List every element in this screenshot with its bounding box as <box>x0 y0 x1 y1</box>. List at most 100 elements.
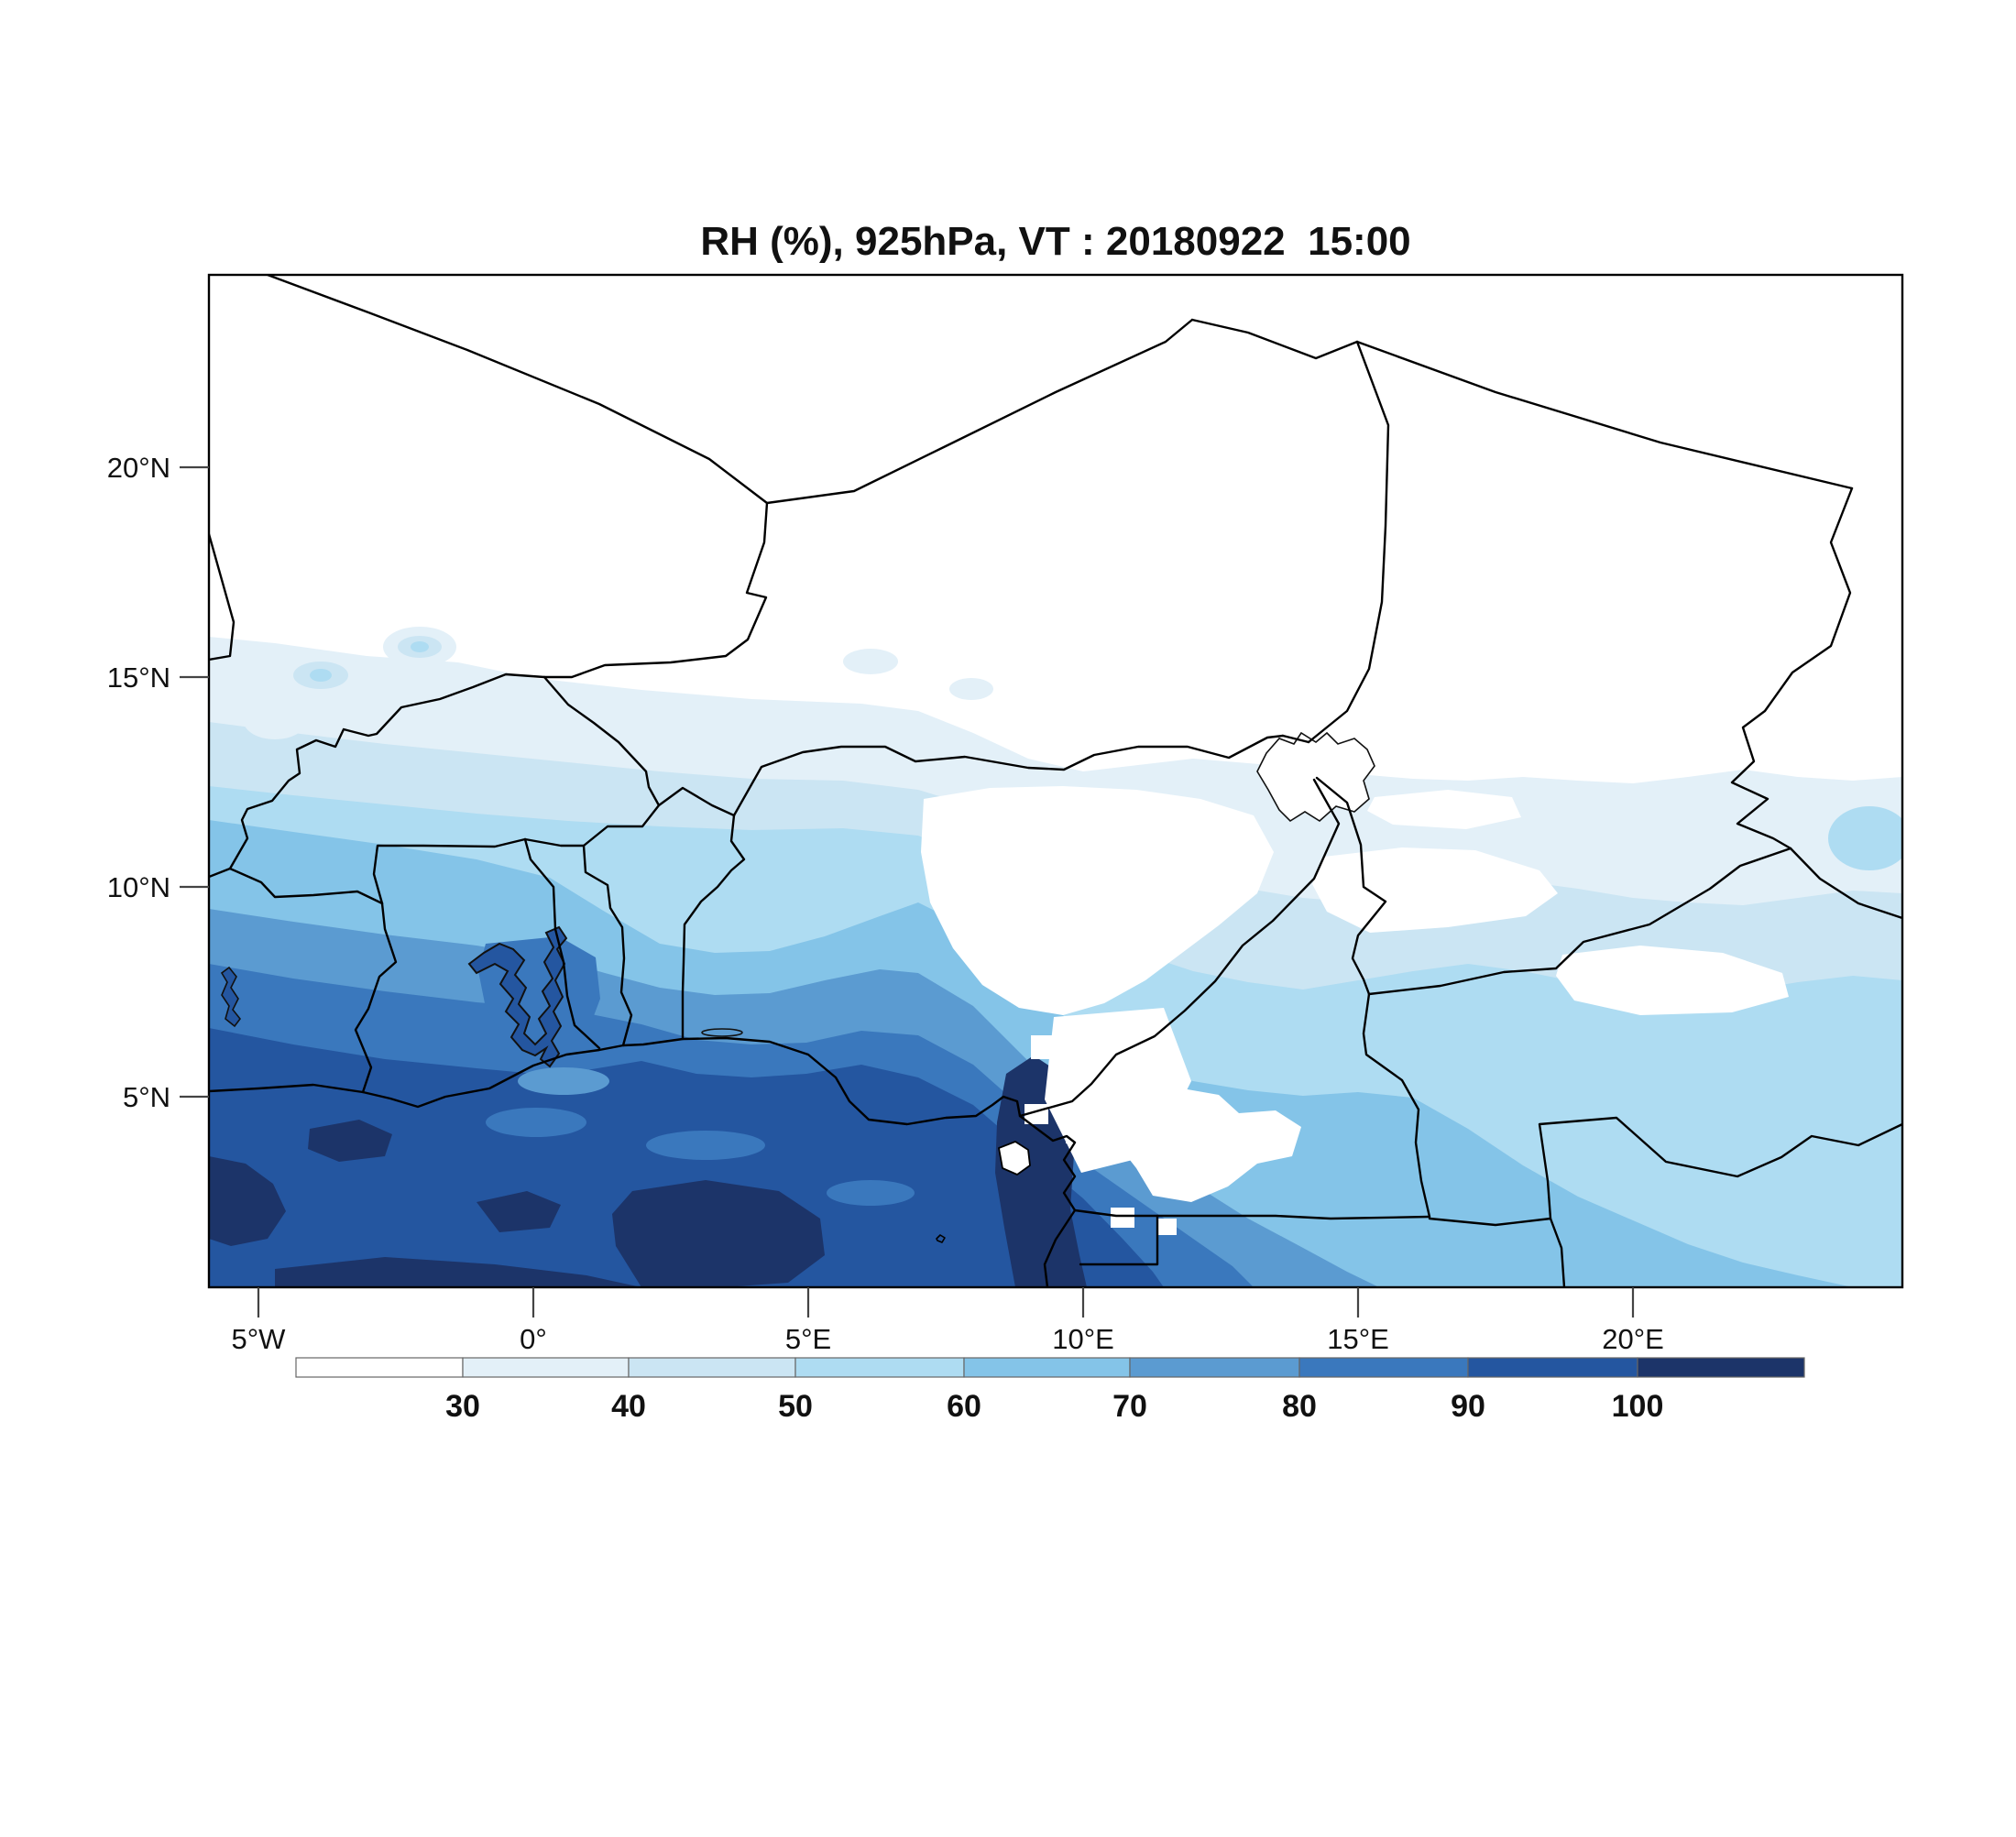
axis-ticks <box>180 465 1635 1318</box>
colorbar-label-90: 90 <box>1451 1389 1485 1424</box>
rh-east-edge-patch <box>1828 806 1902 870</box>
lakes <box>220 731 1375 1068</box>
rh-missing-cell <box>1031 1035 1058 1059</box>
border-nigeria-chad <box>1281 734 1310 744</box>
rh-band-over-100 <box>308 1120 392 1162</box>
colorbar-label-50: 50 <box>778 1389 813 1424</box>
rh-band-over-100 <box>209 1156 286 1246</box>
colorbar-cell <box>1298 1357 1469 1378</box>
rh-sahel-blob <box>411 641 429 652</box>
colorbar-label-100: 100 <box>1612 1389 1664 1424</box>
rh-dry-patch-white <box>1120 1088 1301 1202</box>
colorbar-cell <box>1129 1357 1300 1378</box>
border-niger-nigeria <box>732 734 1285 817</box>
x-axis-label-5w: 5°W <box>232 1323 287 1355</box>
country-borders <box>209 275 1902 1287</box>
border-car-sudan <box>1789 847 1902 920</box>
border-cameroon-south <box>1073 1208 1431 1220</box>
y-axis-label-20n: 20°N <box>107 452 170 484</box>
rh-sahel-blob <box>843 649 898 674</box>
border-chad-car <box>1367 847 1792 996</box>
border-mauritania-corner <box>209 532 236 662</box>
border-algeria-niger <box>765 318 1194 505</box>
rh-ocean-light-patch <box>646 1131 765 1160</box>
border-mali-niger <box>542 501 769 679</box>
colorbar-labels: 30 40 50 60 70 80 90 100 <box>445 1389 1663 1424</box>
y-axis-label-15n: 15°N <box>107 662 170 694</box>
x-axis-label-10e: 10°E <box>1052 1323 1114 1355</box>
rh-ocean-light-patch <box>827 1180 915 1206</box>
border-niger-benin <box>657 786 736 817</box>
border-burkina-togo-benin <box>523 804 661 847</box>
rh-dry-patch-white <box>1556 946 1789 1015</box>
rh-sahel-blob <box>949 678 993 700</box>
rh-dry-tongue-white <box>921 786 1274 1015</box>
border-chad-sudan <box>1730 487 1854 850</box>
colorbar-label-40: 40 <box>611 1389 646 1424</box>
y-axis-label-10n: 10°N <box>107 871 170 903</box>
border-ivorycoast-mali <box>209 867 232 879</box>
border-car-drc <box>1538 1116 1902 1220</box>
coastline-gulf-of-guinea <box>209 1036 1077 1287</box>
rh-dry-patch-white <box>1312 847 1558 933</box>
border-algeria-mali <box>266 275 769 505</box>
rh-missing-cell <box>1111 1208 1134 1228</box>
rh-missing-cell <box>1156 1219 1177 1235</box>
colorbar-cell <box>462 1357 630 1378</box>
border-ghana-burkina <box>372 837 527 905</box>
colorbar-label-70: 70 <box>1112 1389 1147 1424</box>
rh-band-over-100 <box>275 1257 641 1287</box>
rh-dry-patch-white <box>1367 790 1521 829</box>
border-ghana-togo <box>523 837 601 1050</box>
lake-chad <box>1256 731 1375 823</box>
rh-sahel-blob <box>310 669 332 682</box>
x-axis-label-5e: 5°E <box>785 1323 831 1355</box>
rh-band-over-100 <box>477 1191 561 1232</box>
colorbar-label-30: 30 <box>445 1389 480 1424</box>
colorbar-cell <box>794 1357 965 1378</box>
map-plot-area <box>209 275 1902 1287</box>
border-mali-burkina <box>228 672 546 870</box>
x-axis-label-0: 0° <box>520 1323 547 1355</box>
x-axis-label-20e: 20°E <box>1602 1323 1664 1355</box>
x-axis-label-15e: 15°E <box>1327 1323 1389 1355</box>
rh-accra-dry-pocket <box>518 1067 609 1095</box>
map-frame <box>207 273 1904 1289</box>
border-niger-chad <box>1307 340 1390 744</box>
colorbar-label-80: 80 <box>1282 1389 1317 1424</box>
border-burkina-ivorycoast <box>228 867 384 905</box>
colorbar-label-60: 60 <box>947 1389 981 1424</box>
border-niger-burkina <box>542 675 661 807</box>
plot-title: RH (%), 925hPa, VT : 20180922 15:00 <box>700 219 1410 264</box>
border-chad-libya <box>1355 340 1854 490</box>
colorbar-cell <box>1467 1357 1638 1378</box>
border-togo-benin <box>582 844 633 1047</box>
rh-missing-cell <box>1066 1125 1088 1143</box>
lake-kossou <box>220 966 242 1028</box>
border-benin-nigeria <box>681 814 746 1041</box>
axis-labels: 20°N 15°N 10°N 5°N 5°W 0° 5°E 10°E 15°E … <box>107 452 1664 1355</box>
border-cameroon-nigeria <box>1018 778 1341 1118</box>
colorbar-cell <box>1637 1357 1805 1378</box>
rh-missing-cell <box>1060 1068 1091 1096</box>
border-niger-libya <box>1190 318 1359 360</box>
rh-band-over-100 <box>612 1180 825 1287</box>
lagos-lagoon <box>701 1028 743 1037</box>
rh-fill-layers <box>209 627 1902 1287</box>
island-principe <box>936 1234 946 1243</box>
border-eq-guinea <box>1079 1214 1159 1266</box>
border-chad-cameroon <box>1315 776 1387 996</box>
island-bioko <box>998 1141 1031 1175</box>
rh-ocean-light-patch <box>486 1108 586 1137</box>
border-cameroon-car <box>1362 992 1431 1219</box>
lake-volta <box>467 925 568 1068</box>
border-ivorycoast-ghana <box>354 902 398 1094</box>
colorbar: 30 40 50 60 70 80 90 100 <box>295 1357 1805 1424</box>
y-axis-label-5n: 5°N <box>123 1081 170 1113</box>
rh-sahel-blob <box>244 703 306 739</box>
colorbar-cell <box>963 1357 1131 1378</box>
colorbar-cell <box>628 1357 796 1378</box>
colorbar-cell <box>295 1357 464 1378</box>
